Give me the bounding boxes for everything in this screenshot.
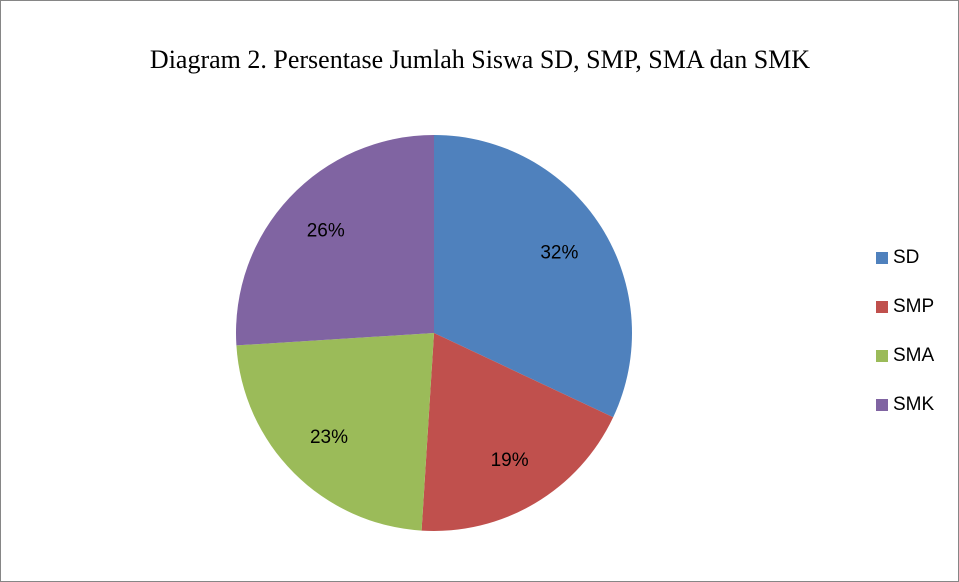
pie-slice bbox=[434, 135, 632, 418]
legend-swatch bbox=[876, 399, 888, 411]
legend-swatch bbox=[876, 252, 888, 264]
legend-label: SMK bbox=[893, 394, 935, 415]
data-label: 19% bbox=[491, 450, 529, 471]
legend-label: SMP bbox=[893, 296, 934, 317]
data-label: 32% bbox=[540, 242, 578, 263]
legend-label: SMA bbox=[893, 345, 935, 366]
pie-slice bbox=[236, 333, 434, 531]
legend-swatch bbox=[876, 301, 888, 313]
legend-label: SD bbox=[893, 247, 919, 268]
pie-slice bbox=[421, 333, 614, 532]
data-label: 23% bbox=[310, 427, 348, 448]
pie-slice bbox=[235, 135, 434, 346]
data-label: 26% bbox=[307, 220, 345, 241]
legend-swatch bbox=[876, 350, 888, 362]
chart-title: Diagram 2. Persentase Jumlah Siswa SD, S… bbox=[150, 45, 810, 74]
